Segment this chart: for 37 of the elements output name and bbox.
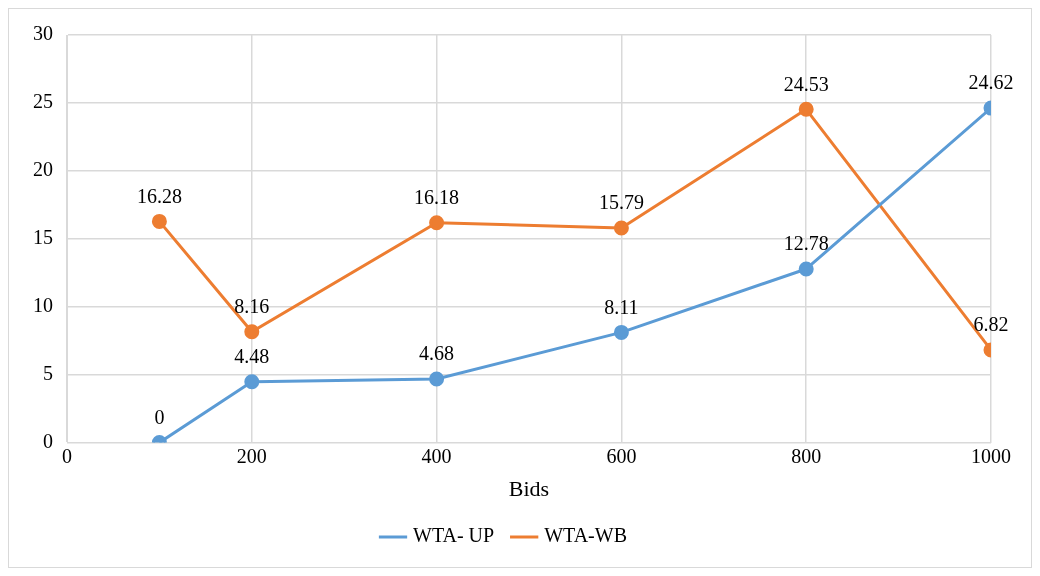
x-tick-label: 200 [236, 444, 267, 467]
point [429, 215, 445, 231]
data-label: 0 [154, 405, 165, 428]
point [244, 324, 260, 340]
data-label: 12.78 [783, 232, 829, 255]
point [613, 324, 629, 340]
y-tick-label: 25 [33, 90, 53, 113]
x-tick-label: 800 [791, 444, 822, 467]
legend-label: WTA- UP [413, 524, 495, 547]
data-label: 24.62 [968, 71, 1014, 94]
x-axis-title: Bids [508, 475, 550, 501]
x-tick-label: 0 [62, 444, 72, 467]
point [151, 213, 167, 229]
x-tick-label: 600 [606, 444, 637, 467]
y-tick-label: 30 [33, 22, 53, 45]
data-label: 6.82 [973, 313, 1009, 336]
point [244, 374, 260, 390]
data-label: 24.53 [783, 72, 829, 95]
y-tick-label: 0 [43, 429, 53, 452]
data-label: 15.79 [598, 191, 644, 214]
x-tick-label: 1000 [971, 444, 1011, 467]
y-tick-label: 15 [33, 226, 53, 249]
legend-label: WTA-WB [544, 524, 627, 547]
point [429, 371, 445, 387]
y-tick-label: 5 [43, 361, 53, 384]
data-label: 4.68 [419, 342, 455, 365]
y-tick-label: 20 [33, 158, 53, 181]
data-label: 16.18 [414, 186, 460, 209]
point [798, 101, 814, 117]
point [798, 261, 814, 277]
data-label: 16.28 [136, 184, 182, 207]
data-label: 8.11 [604, 295, 639, 318]
y-tick-label: 10 [33, 293, 53, 316]
data-label: 8.16 [234, 294, 270, 317]
point [613, 220, 629, 236]
data-label: 4.48 [234, 344, 270, 367]
x-tick-label: 400 [421, 444, 452, 467]
